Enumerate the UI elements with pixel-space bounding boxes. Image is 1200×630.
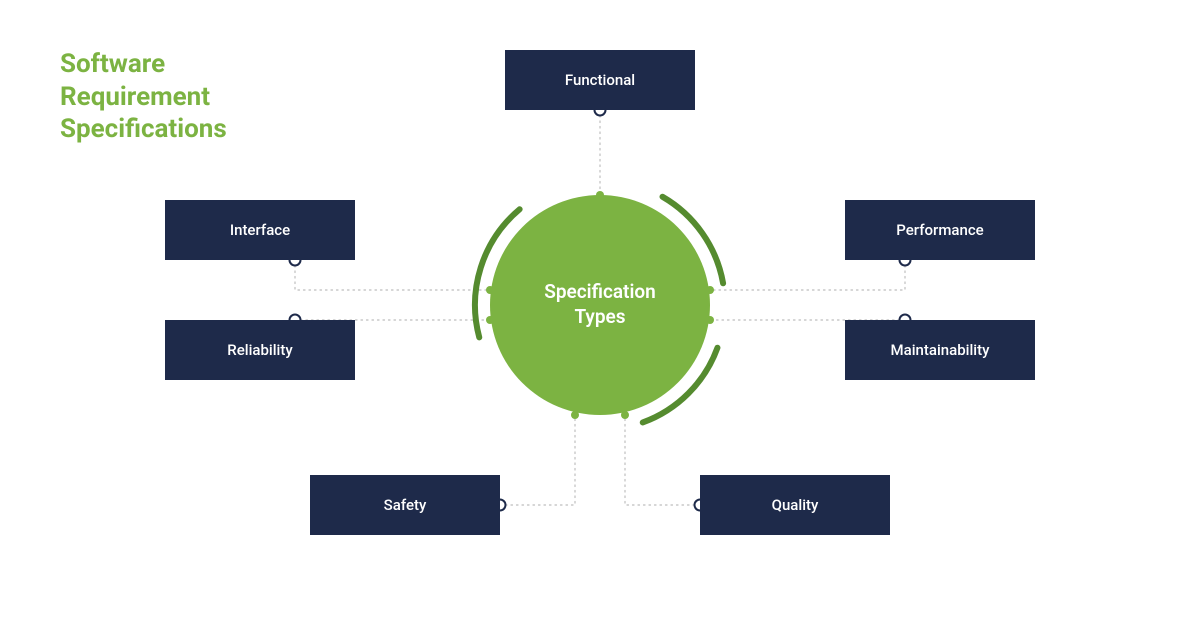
- node-label: Interface: [230, 221, 290, 239]
- node-label: Maintainability: [891, 341, 990, 359]
- node-safety: Safety: [310, 475, 500, 535]
- node-maintainability: Maintainability: [845, 320, 1035, 380]
- node-interface: Interface: [165, 200, 355, 260]
- center-label: SpecificationTypes: [544, 280, 656, 329]
- page-title: SoftwareRequirementSpecifications: [60, 48, 227, 146]
- center-node: SpecificationTypes: [490, 195, 710, 415]
- node-reliability: Reliability: [165, 320, 355, 380]
- node-label: Safety: [384, 496, 427, 514]
- node-label: Quality: [772, 496, 819, 514]
- node-performance: Performance: [845, 200, 1035, 260]
- node-quality: Quality: [700, 475, 890, 535]
- node-label: Functional: [565, 71, 635, 89]
- node-label: Reliability: [227, 341, 292, 359]
- node-functional: Functional: [505, 50, 695, 110]
- node-label: Performance: [896, 221, 983, 239]
